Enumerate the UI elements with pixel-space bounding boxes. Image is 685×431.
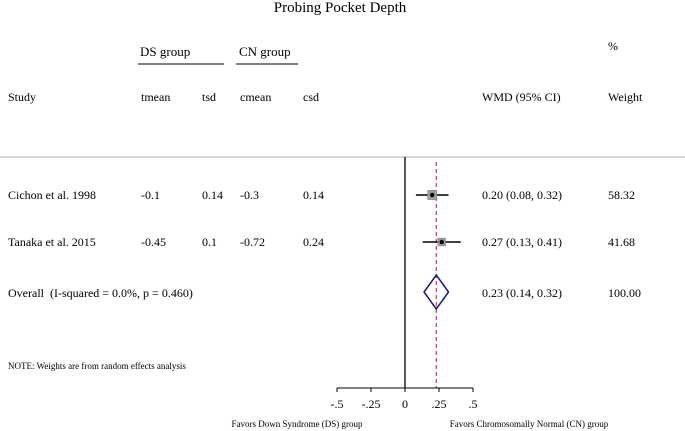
plot-marks: -.5 -.25 0 .25 .5: [331, 157, 478, 411]
x-tick-label: .5: [469, 397, 478, 411]
col-weight: Weight: [608, 90, 643, 104]
study-tsd: 0.1: [202, 235, 217, 249]
study-name: Tanaka et al. 2015: [8, 235, 96, 249]
favors-left-label: Favors Down Syndrome (DS) group: [232, 419, 363, 429]
study-csd: 0.14: [303, 188, 324, 202]
study-effect: 0.27 (0.13, 0.41): [482, 235, 562, 249]
study-cmean: -0.72: [240, 235, 265, 249]
percent-label: %: [608, 39, 618, 53]
col-csd: csd: [303, 90, 319, 104]
overall-effect: 0.23 (0.14, 0.32): [482, 286, 562, 300]
col-tmean: tmean: [141, 90, 170, 104]
study-point-estimate: [439, 239, 444, 245]
study-weight: 58.32: [608, 188, 635, 202]
study-cmean: -0.3: [240, 188, 259, 202]
x-tick-label: 0: [402, 397, 408, 411]
ds-group-header: DS group: [140, 44, 190, 59]
study-point-estimate: [430, 192, 435, 198]
x-tick-label: .25: [432, 397, 447, 411]
study-tmean: -0.1: [141, 188, 160, 202]
col-cmean: cmean: [240, 90, 271, 104]
overall-label: Overall (I-squared = 0.0%, p = 0.460): [8, 286, 193, 300]
study-tsd: 0.14: [202, 188, 223, 202]
col-effect: WMD (95% CI): [482, 90, 561, 104]
overall-weight: 100.00: [608, 286, 641, 300]
x-tick-label: -.25: [362, 397, 381, 411]
study-csd: 0.24: [303, 235, 324, 249]
study-tmean: -0.45: [141, 235, 166, 249]
study-row-2: Tanaka et al. 2015 -0.45 0.1 -0.72 0.24 …: [8, 235, 635, 249]
overall-row: Overall (I-squared = 0.0%, p = 0.460) 0.…: [8, 286, 641, 300]
col-study: Study: [8, 90, 36, 104]
favors-right-label: Favors Chromosomally Normal (CN) group: [450, 419, 609, 429]
cn-group-header: CN group: [239, 44, 291, 59]
study-weight: 41.68: [608, 235, 635, 249]
study-row-1: Cichon et al. 1998 -0.1 0.14 -0.3 0.14 0…: [8, 188, 635, 202]
study-effect: 0.20 (0.08, 0.32): [482, 188, 562, 202]
col-tsd: tsd: [202, 90, 216, 104]
overall-diamond: [423, 273, 450, 311]
x-tick-label: -.5: [331, 397, 344, 411]
weights-note: NOTE: Weights are from random effects an…: [8, 361, 186, 371]
chart-title: Probing Pocket Depth: [274, 0, 407, 16]
study-name: Cichon et al. 1998: [8, 188, 96, 202]
